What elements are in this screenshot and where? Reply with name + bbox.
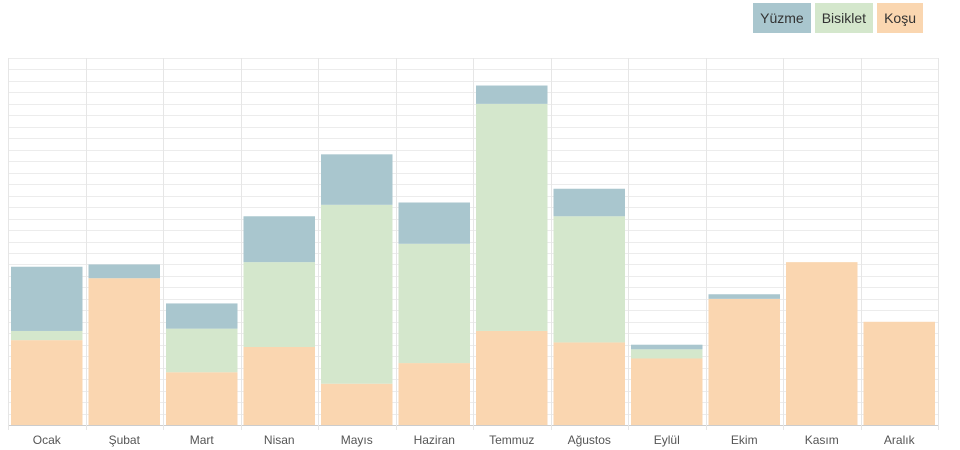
bar-segment[interactable] xyxy=(863,321,936,425)
x-tick-label: Ağustos xyxy=(568,433,611,447)
x-tick-label: Temmuz xyxy=(489,433,534,447)
legend: Yüzme Bisiklet Koşu xyxy=(753,3,923,33)
bar-segment[interactable] xyxy=(553,216,626,343)
bar-segment[interactable] xyxy=(11,340,83,425)
bar-segment[interactable] xyxy=(786,262,858,425)
x-tick-label: Eylül xyxy=(654,433,680,447)
bar-segment[interactable] xyxy=(166,372,238,425)
x-tick-label: Kasım xyxy=(805,433,839,447)
bar-segment[interactable] xyxy=(88,264,161,279)
x-tick-label: Mayıs xyxy=(341,433,373,447)
legend-item[interactable]: Koşu xyxy=(877,3,923,33)
x-tick-label: Ekim xyxy=(731,433,758,447)
x-tick-labels: Ocak Şubat Mart Nisan Mayıs Haziran Temmuz Ağus… xyxy=(33,433,916,447)
x-tick-label: Nisan xyxy=(264,433,295,447)
bar-segment[interactable] xyxy=(321,383,393,425)
grid-lines xyxy=(8,58,939,430)
bar-segment[interactable] xyxy=(166,328,238,373)
bar-segment[interactable] xyxy=(476,103,548,331)
bar-segment[interactable] xyxy=(476,330,548,425)
bar-segment[interactable] xyxy=(476,85,548,104)
bar-segment[interactable] xyxy=(243,347,316,425)
x-tick-label: Ocak xyxy=(33,433,62,447)
bar-segment[interactable] xyxy=(321,204,393,384)
legend-item[interactable]: Bisiklet xyxy=(814,3,874,33)
bars xyxy=(11,85,936,425)
bar-segment[interactable] xyxy=(631,349,703,359)
bar-segment[interactable] xyxy=(708,298,781,425)
x-tick-label: Şubat xyxy=(109,433,141,447)
bar-segment[interactable] xyxy=(88,278,161,425)
bar-segment[interactable] xyxy=(398,243,471,364)
bar-segment[interactable] xyxy=(321,154,393,205)
bar-segment[interactable] xyxy=(398,363,471,425)
bar-segment[interactable] xyxy=(631,344,703,350)
bar-segment[interactable] xyxy=(553,342,626,425)
bar-segment[interactable] xyxy=(11,330,83,341)
x-tick-label: Mart xyxy=(190,433,215,447)
bar-segment[interactable] xyxy=(166,303,238,329)
bar-segment[interactable] xyxy=(553,188,626,217)
x-tick-label: Haziran xyxy=(414,433,455,447)
bar-segment[interactable] xyxy=(243,262,316,348)
bar-segment[interactable] xyxy=(631,358,703,425)
bar-segment[interactable] xyxy=(708,294,781,299)
x-tick-label: Aralık xyxy=(884,433,916,447)
legend-item[interactable]: Yüzme xyxy=(753,3,811,33)
bar-segment[interactable] xyxy=(11,266,83,331)
bar-segment[interactable] xyxy=(243,216,316,263)
bar-segment[interactable] xyxy=(398,202,471,244)
